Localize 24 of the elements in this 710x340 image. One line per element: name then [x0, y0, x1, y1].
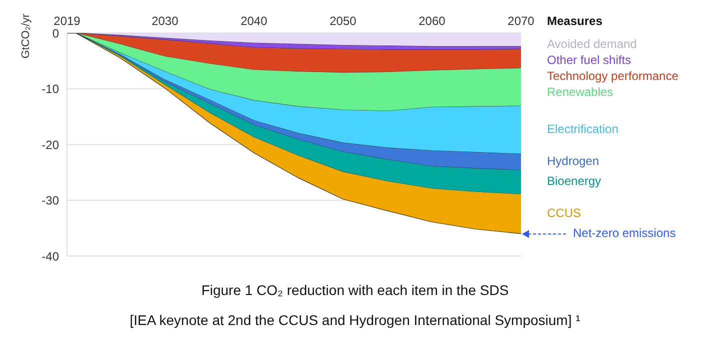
y-tick-label: -10 [42, 82, 60, 96]
text: [IEA keynote at 2nd the CCUS and Hydrogen International Symposium] ¹ [128, 312, 582, 328]
y-tick-label: -40 [42, 249, 60, 264]
annotation: Net-zero emissions [573, 226, 676, 240]
x-tick-label: 2040 [240, 14, 268, 28]
y-tick-label: -30 [42, 194, 60, 208]
y-axis-title: GtCO₂/yr [20, 14, 32, 58]
text: Bioenergy [547, 174, 602, 188]
x-tick-label: 2030 [152, 14, 179, 28]
text: CCUS [547, 206, 582, 220]
text: Technology performance [547, 69, 678, 83]
legend-title: Measures [547, 14, 602, 28]
text: Avoided demand [547, 37, 637, 51]
y-tick-label: 0 [52, 26, 60, 40]
text: Other fuel shifts [547, 53, 632, 67]
x-tick-label: 2060 [418, 14, 446, 28]
x-tick-label: 2050 [330, 14, 357, 28]
caption: Figure 1 CO₂ reduction with each item in the SDS [200, 282, 510, 298]
y-tick-label: -20 [42, 138, 60, 152]
text: Renewables [547, 85, 614, 99]
x-tick-label: 2019 [54, 14, 81, 28]
text: Electrification [547, 122, 618, 136]
x-tick-label: 2070 [508, 14, 535, 28]
text: Hydrogen [547, 154, 600, 168]
